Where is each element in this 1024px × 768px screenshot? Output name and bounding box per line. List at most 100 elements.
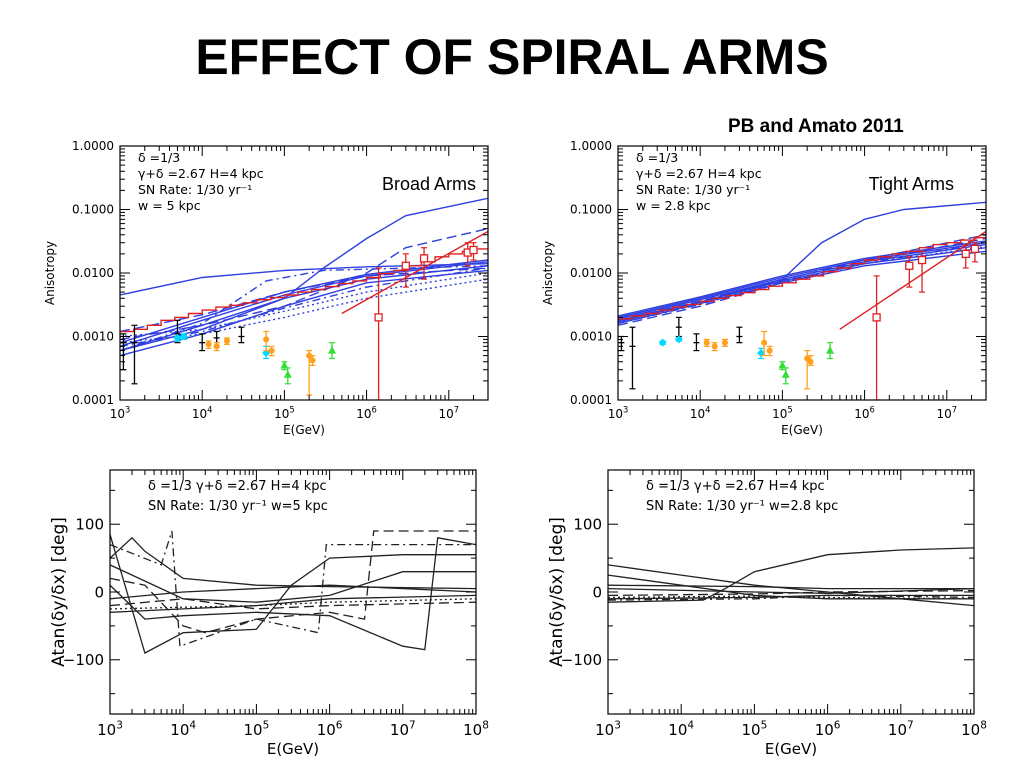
y-tick-label-2: 0.0100 <box>570 266 612 280</box>
x-tick-label-4: 107 <box>936 405 957 421</box>
x-tick-label-1: 104 <box>170 719 196 739</box>
orange-point-marker-2 <box>223 337 230 344</box>
y-axis-label: Anisotropy <box>43 241 57 305</box>
x-tick-label-2: 105 <box>772 405 793 421</box>
x-axis-label: E(GeV) <box>267 740 319 758</box>
y-tick-label-4: 1.0000 <box>72 139 114 153</box>
y-tick-label-1: 0.0010 <box>72 330 114 344</box>
model-curve-solid-5 <box>110 584 476 600</box>
y-tick-label-3: 0.1000 <box>72 203 114 217</box>
x-tick-label-0: 103 <box>608 405 629 421</box>
model-curve-solid-2 <box>608 584 974 590</box>
x-tick-label-5: 108 <box>463 719 489 739</box>
model-annotation-line-1: γ+δ =2.67 H=4 kpc <box>138 166 264 181</box>
green-point-marker-0 <box>778 360 787 369</box>
slide-title: EFFECT OF SPIRAL ARMS <box>195 29 829 85</box>
red-point-marker-0 <box>374 313 383 322</box>
model-annotation-line-0: δ =1/3 <box>636 150 678 165</box>
red-fit-line <box>839 230 986 330</box>
y-tick-label-0: 100 <box>573 515 602 533</box>
red-point-marker-1 <box>905 261 914 270</box>
orange-point-marker-3 <box>263 336 270 343</box>
x-axis-label: E(GeV) <box>781 423 823 437</box>
x-tick-label-2: 105 <box>274 405 295 421</box>
green-point-marker-0 <box>280 360 289 369</box>
orange-point-marker-3 <box>761 339 768 346</box>
y-tick-label-2: −100 <box>63 651 104 669</box>
y-axis-label: Anisotropy <box>541 241 555 305</box>
orange-point-marker-5 <box>306 352 313 359</box>
x-tick-label-4: 107 <box>888 719 914 739</box>
model-curve-dashdot-8 <box>110 530 476 648</box>
model-curve-solid-1 <box>120 197 488 352</box>
plot-area <box>608 547 974 607</box>
model-annotation-line-0: δ =1/3 <box>138 150 180 165</box>
plot-area <box>618 201 986 400</box>
x-tick-label-0: 103 <box>595 719 621 739</box>
model-annotation-line-3: w = 2.8 kpc <box>636 198 711 213</box>
model-curve-dashed-7 <box>618 234 986 321</box>
model-curve-dashed-6 <box>608 589 974 597</box>
orange-point-marker-1 <box>213 343 220 350</box>
cyan-point-marker-0 <box>173 333 182 342</box>
plot-area <box>110 530 476 654</box>
x-tick-label-0: 103 <box>110 405 131 421</box>
model-curve-solid-1 <box>110 534 476 654</box>
model-curve-solid-3 <box>608 594 974 600</box>
cyan-point-marker-0 <box>658 338 667 347</box>
tight-arms-anisotropy-chart: 103 104 105 106 107 0.0001 0.0010 0.0100 0.1000 1… <box>541 139 987 437</box>
tight-arms-phase-chart: 103 104 105 106 107 108 100 0 −100 E(GeV) Atan(δy/… <box>547 469 987 758</box>
x-axis-label: E(GeV) <box>765 740 817 758</box>
green-point-marker-1 <box>283 370 292 378</box>
step-histogram-red <box>618 237 986 320</box>
orange-point-marker-4 <box>268 347 275 354</box>
model-curve-solid-1 <box>608 564 974 607</box>
model-curve-solid-2 <box>110 594 476 613</box>
x-axis-label: E(GeV) <box>283 423 325 437</box>
y-axis-label: Atan(δy/δx) [deg] <box>49 517 69 667</box>
model-annotation-line-3: w = 5 kpc <box>138 198 201 213</box>
y-tick-label-0: 100 <box>75 515 104 533</box>
model-annotation-line-0: δ =1/3 γ+δ =2.67 H=4 kpc <box>646 479 825 494</box>
x-tick-label-0: 103 <box>97 719 123 739</box>
x-tick-label-1: 104 <box>668 719 694 739</box>
orange-point-marker-4 <box>766 347 773 354</box>
model-annotation-line-0: δ =1/3 γ+δ =2.67 H=4 kpc <box>148 479 327 494</box>
model-curve-dashed-6 <box>618 237 986 326</box>
green-point-marker-2 <box>826 346 835 354</box>
cyan-point-marker-2 <box>757 348 766 357</box>
x-tick-label-2: 105 <box>742 719 768 739</box>
broad-arms-phase-chart: 103 104 105 106 107 108 100 0 −100 E(GeV) Atan(δy/… <box>49 469 489 758</box>
x-tick-label-3: 106 <box>356 405 377 421</box>
model-annotation-line-1: SN Rate: 1/30 yr⁻¹ w=5 kpc <box>148 499 328 514</box>
y-tick-label-2: 0.0100 <box>72 266 114 280</box>
x-tick-label-2: 105 <box>244 719 270 739</box>
x-tick-label-1: 104 <box>192 405 213 421</box>
x-tick-label-3: 106 <box>854 405 875 421</box>
red-point-marker-3 <box>961 249 970 259</box>
model-curve-solid-4 <box>608 574 974 600</box>
model-curve-solid-3 <box>110 537 476 651</box>
broad-arms-anisotropy-chart: 103 104 105 106 107 0.0001 0.0010 0.0100 0.1000 1… <box>43 139 489 437</box>
green-point-marker-2 <box>328 346 337 354</box>
orange-point-marker-0 <box>205 341 212 348</box>
x-tick-label-5: 108 <box>961 719 987 739</box>
cyan-point-marker-1 <box>179 332 188 341</box>
orange-point-marker-6 <box>309 357 316 364</box>
arms-label: Broad Arms <box>382 174 476 194</box>
model-annotation-line-2: SN Rate: 1/30 yr⁻¹ <box>636 182 750 197</box>
y-axis-label: Atan(δy/δx) [deg] <box>547 517 567 667</box>
model-curve-dashed-6 <box>110 530 476 634</box>
red-point-marker-4 <box>970 244 980 254</box>
citation-credit: PB and Amato 2011 <box>728 116 904 137</box>
red-point-marker-2 <box>419 254 429 263</box>
model-annotation-line-1: γ+δ =2.67 H=4 kpc <box>636 166 762 181</box>
y-tick-label-4: 1.0000 <box>570 139 612 153</box>
y-tick-label-1: 0.0010 <box>570 330 612 344</box>
orange-point-marker-1 <box>711 343 718 350</box>
arms-label: Tight Arms <box>869 174 954 194</box>
model-curve-solid-0 <box>110 536 476 590</box>
orange-point-marker-0 <box>703 339 710 346</box>
orange-point-marker-6 <box>807 358 814 365</box>
y-tick-label-2: −100 <box>561 651 602 669</box>
